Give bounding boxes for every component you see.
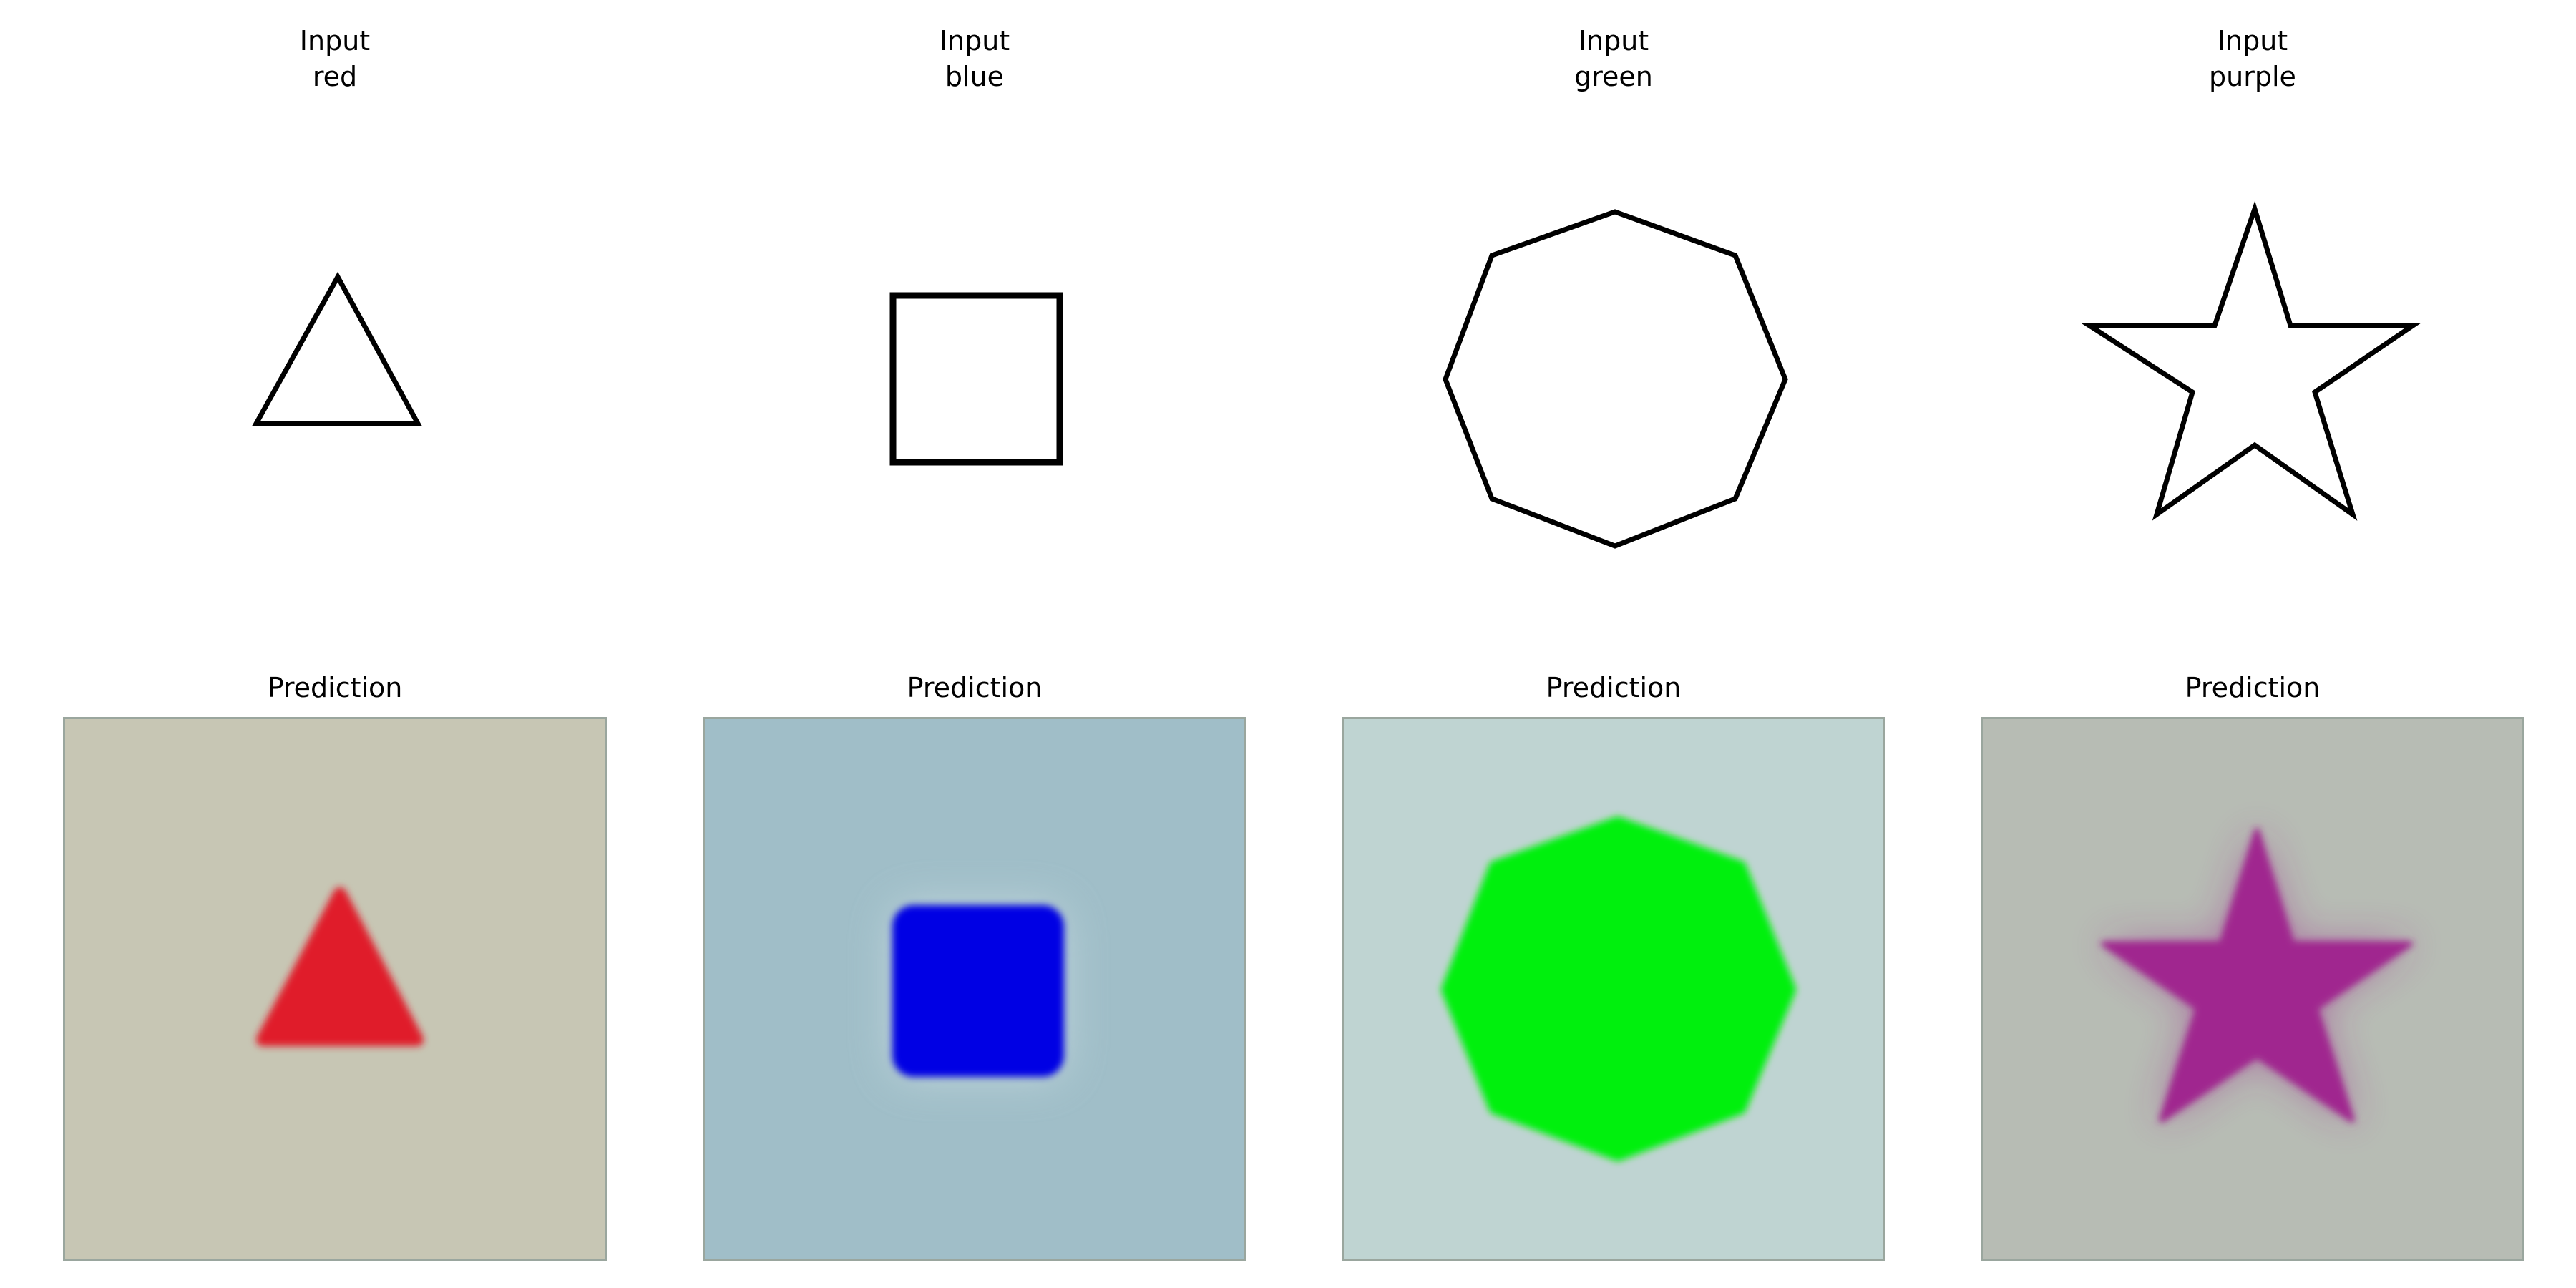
input-title-blue: Input blue [939, 25, 1010, 92]
input-image-octagon [1342, 107, 1885, 651]
prediction-title-red: Prediction [267, 672, 403, 703]
triangle-icon [65, 719, 605, 1259]
prediction-image-blue [703, 717, 1246, 1261]
octagon-outline-icon [1443, 209, 1788, 549]
input-image-triangle [63, 107, 607, 651]
triangle-outline-icon [252, 271, 422, 426]
prediction-title-green: Prediction [1546, 672, 1682, 703]
input-title-red: Input red [299, 25, 371, 92]
star-icon [1983, 719, 2522, 1259]
prediction-title-purple: Prediction [2185, 672, 2321, 703]
prediction-image-red [63, 717, 607, 1261]
input-image-square [703, 107, 1246, 651]
prediction-title-blue: Prediction [907, 672, 1043, 703]
input-image-star [1981, 107, 2524, 651]
prediction-image-purple [1981, 717, 2524, 1261]
octagon-icon [1344, 719, 1883, 1259]
square-icon [705, 719, 1244, 1259]
square-outline-icon [889, 292, 1063, 466]
prediction-image-green [1342, 717, 1885, 1261]
input-title-purple: Input purple [2209, 25, 2296, 92]
star-outline-icon [2081, 200, 2421, 521]
input-title-green: Input green [1574, 25, 1653, 92]
